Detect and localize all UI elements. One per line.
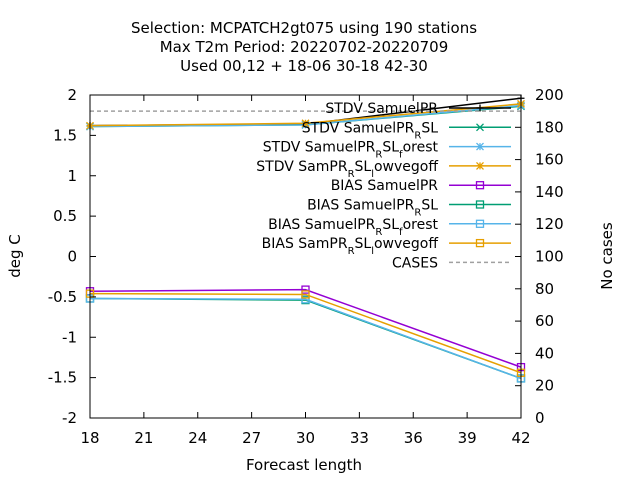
x-tick-label: 18 (80, 429, 99, 447)
legend-label-part: STDV SamuelPR (263, 140, 376, 156)
legend-label-part: SL (355, 236, 372, 252)
legend-marker (475, 181, 485, 190)
y2-tick-label: 40 (535, 344, 554, 362)
y2-tick-label: 20 (535, 377, 554, 395)
legend-label-part: SL (382, 217, 399, 233)
data-point (301, 295, 310, 304)
legend-marker (475, 238, 485, 248)
legend-marker (476, 104, 484, 112)
series-line (89, 297, 522, 380)
y-tick-label: -1 (62, 328, 77, 346)
legend-label-part: STDV SamuelPR (325, 101, 438, 117)
legend-label-part: SL (421, 120, 438, 136)
legend-label-part: BIAS SamPR (262, 236, 348, 252)
legend-marker (475, 200, 485, 209)
series-line (89, 297, 522, 380)
x-tick-label: 27 (242, 429, 261, 447)
legend-label: BIAS SamuelPRRSLforest (268, 217, 438, 238)
y2-tick-label: 60 (535, 312, 554, 330)
y2-tick-label: 0 (535, 409, 545, 427)
legend-label: STDV SamPRRSLlowvegoff (256, 159, 438, 180)
title-line-2: Max T2m Period: 20220702-20220709 (160, 38, 449, 56)
legend-label-part: BIAS SamuelPR (268, 217, 376, 233)
y-tick-label: 2 (67, 86, 77, 104)
legend-label-part: l (371, 246, 374, 257)
legend-label-part: SL (355, 159, 372, 175)
series-7 (85, 294, 526, 383)
x-tick-label: 24 (188, 429, 207, 447)
y2-tick-label: 160 (535, 151, 564, 169)
y2-tick-label: 120 (535, 215, 564, 233)
y2-tick-label: 100 (535, 248, 564, 266)
legend-label: BIAS SamuelPR (331, 178, 439, 194)
legend-label-part: STDV SamPR (256, 159, 348, 175)
legend-label-part: STDV SamuelPR (302, 120, 415, 136)
x-axis-title: Forecast length (246, 456, 362, 474)
x-tick-label: 21 (134, 429, 153, 447)
legend-marker (476, 123, 484, 132)
x-tick-label: 39 (458, 429, 477, 447)
x-tick-label: 33 (350, 429, 369, 447)
legend-label-part: owvegoff (374, 236, 438, 252)
legend-label-part: R (348, 168, 355, 179)
y2-tick-label: 200 (535, 86, 564, 104)
legend-label-part: SL (421, 198, 438, 214)
legend-label-part: f (399, 226, 403, 237)
y-tick-label: 1.5 (53, 126, 77, 144)
series-6 (85, 294, 526, 383)
title-line-1: Selection: MCPATCH2gt075 using 190 stati… (131, 19, 477, 37)
legend-label-part: orest (403, 217, 439, 233)
legend-label-part: R (375, 149, 382, 160)
y-tick-label: 0 (67, 248, 77, 266)
legend-label-part: f (399, 149, 403, 160)
data-point (301, 119, 310, 128)
legend-label-part: R (375, 226, 382, 237)
y-tick-label: -0.5 (48, 288, 77, 306)
legend-label-part: l (371, 168, 374, 179)
series-line (89, 292, 522, 374)
y-tick-label: -1.5 (48, 369, 77, 387)
data-point (301, 285, 310, 294)
y-axis-title: deg C (6, 234, 24, 278)
chart-title: Selection: MCPATCH2gt075 using 190 stati… (131, 19, 477, 75)
x-tick-label: 30 (296, 429, 315, 447)
legend-label: CASES (392, 255, 438, 271)
y2-tick-label: 80 (535, 280, 554, 298)
legend-label-part: R (414, 130, 421, 141)
title-line-3: Used 00,12 + 18-06 30-18 42-30 (180, 57, 428, 75)
legend-label-part: CASES (392, 255, 438, 271)
y-tick-label: -2 (62, 409, 77, 427)
legend-label: BIAS SamuelPRRSL (307, 198, 438, 219)
x-tick-label: 36 (404, 429, 423, 447)
legend-label: BIAS SamPRRSLlowvegoff (262, 236, 439, 257)
legend-label-part: BIAS SamuelPR (307, 198, 415, 214)
y2-axis-title: No cases (598, 222, 616, 290)
legend-marker (476, 142, 484, 151)
legend-label-part: R (348, 246, 355, 257)
legend-label: STDV SamuelPRRSLforest (263, 140, 439, 161)
x-tick-label: 42 (511, 429, 530, 447)
legend-marker (476, 161, 484, 170)
legend-label-part: BIAS SamuelPR (331, 178, 439, 194)
legend-label-part: orest (403, 140, 439, 156)
legend-label: STDV SamuelPRRSL (302, 120, 438, 141)
legend-label: STDV SamuelPR (325, 101, 438, 117)
series-line (89, 288, 522, 368)
y-tick-label: 1 (67, 167, 77, 185)
legend-label-part: SL (382, 140, 399, 156)
legend-label-part: R (414, 207, 421, 218)
ticks-layer: 18 21 24 27 30 33 36 39 42-2-1.5-1-0.500.511.520… (48, 86, 564, 447)
y2-tick-label: 140 (535, 183, 564, 201)
y-tick-label: 0.5 (53, 207, 77, 225)
legend-label-part: owvegoff (374, 159, 438, 175)
legend-marker (475, 219, 485, 228)
y2-tick-label: 180 (535, 118, 564, 136)
data-point (301, 290, 310, 299)
